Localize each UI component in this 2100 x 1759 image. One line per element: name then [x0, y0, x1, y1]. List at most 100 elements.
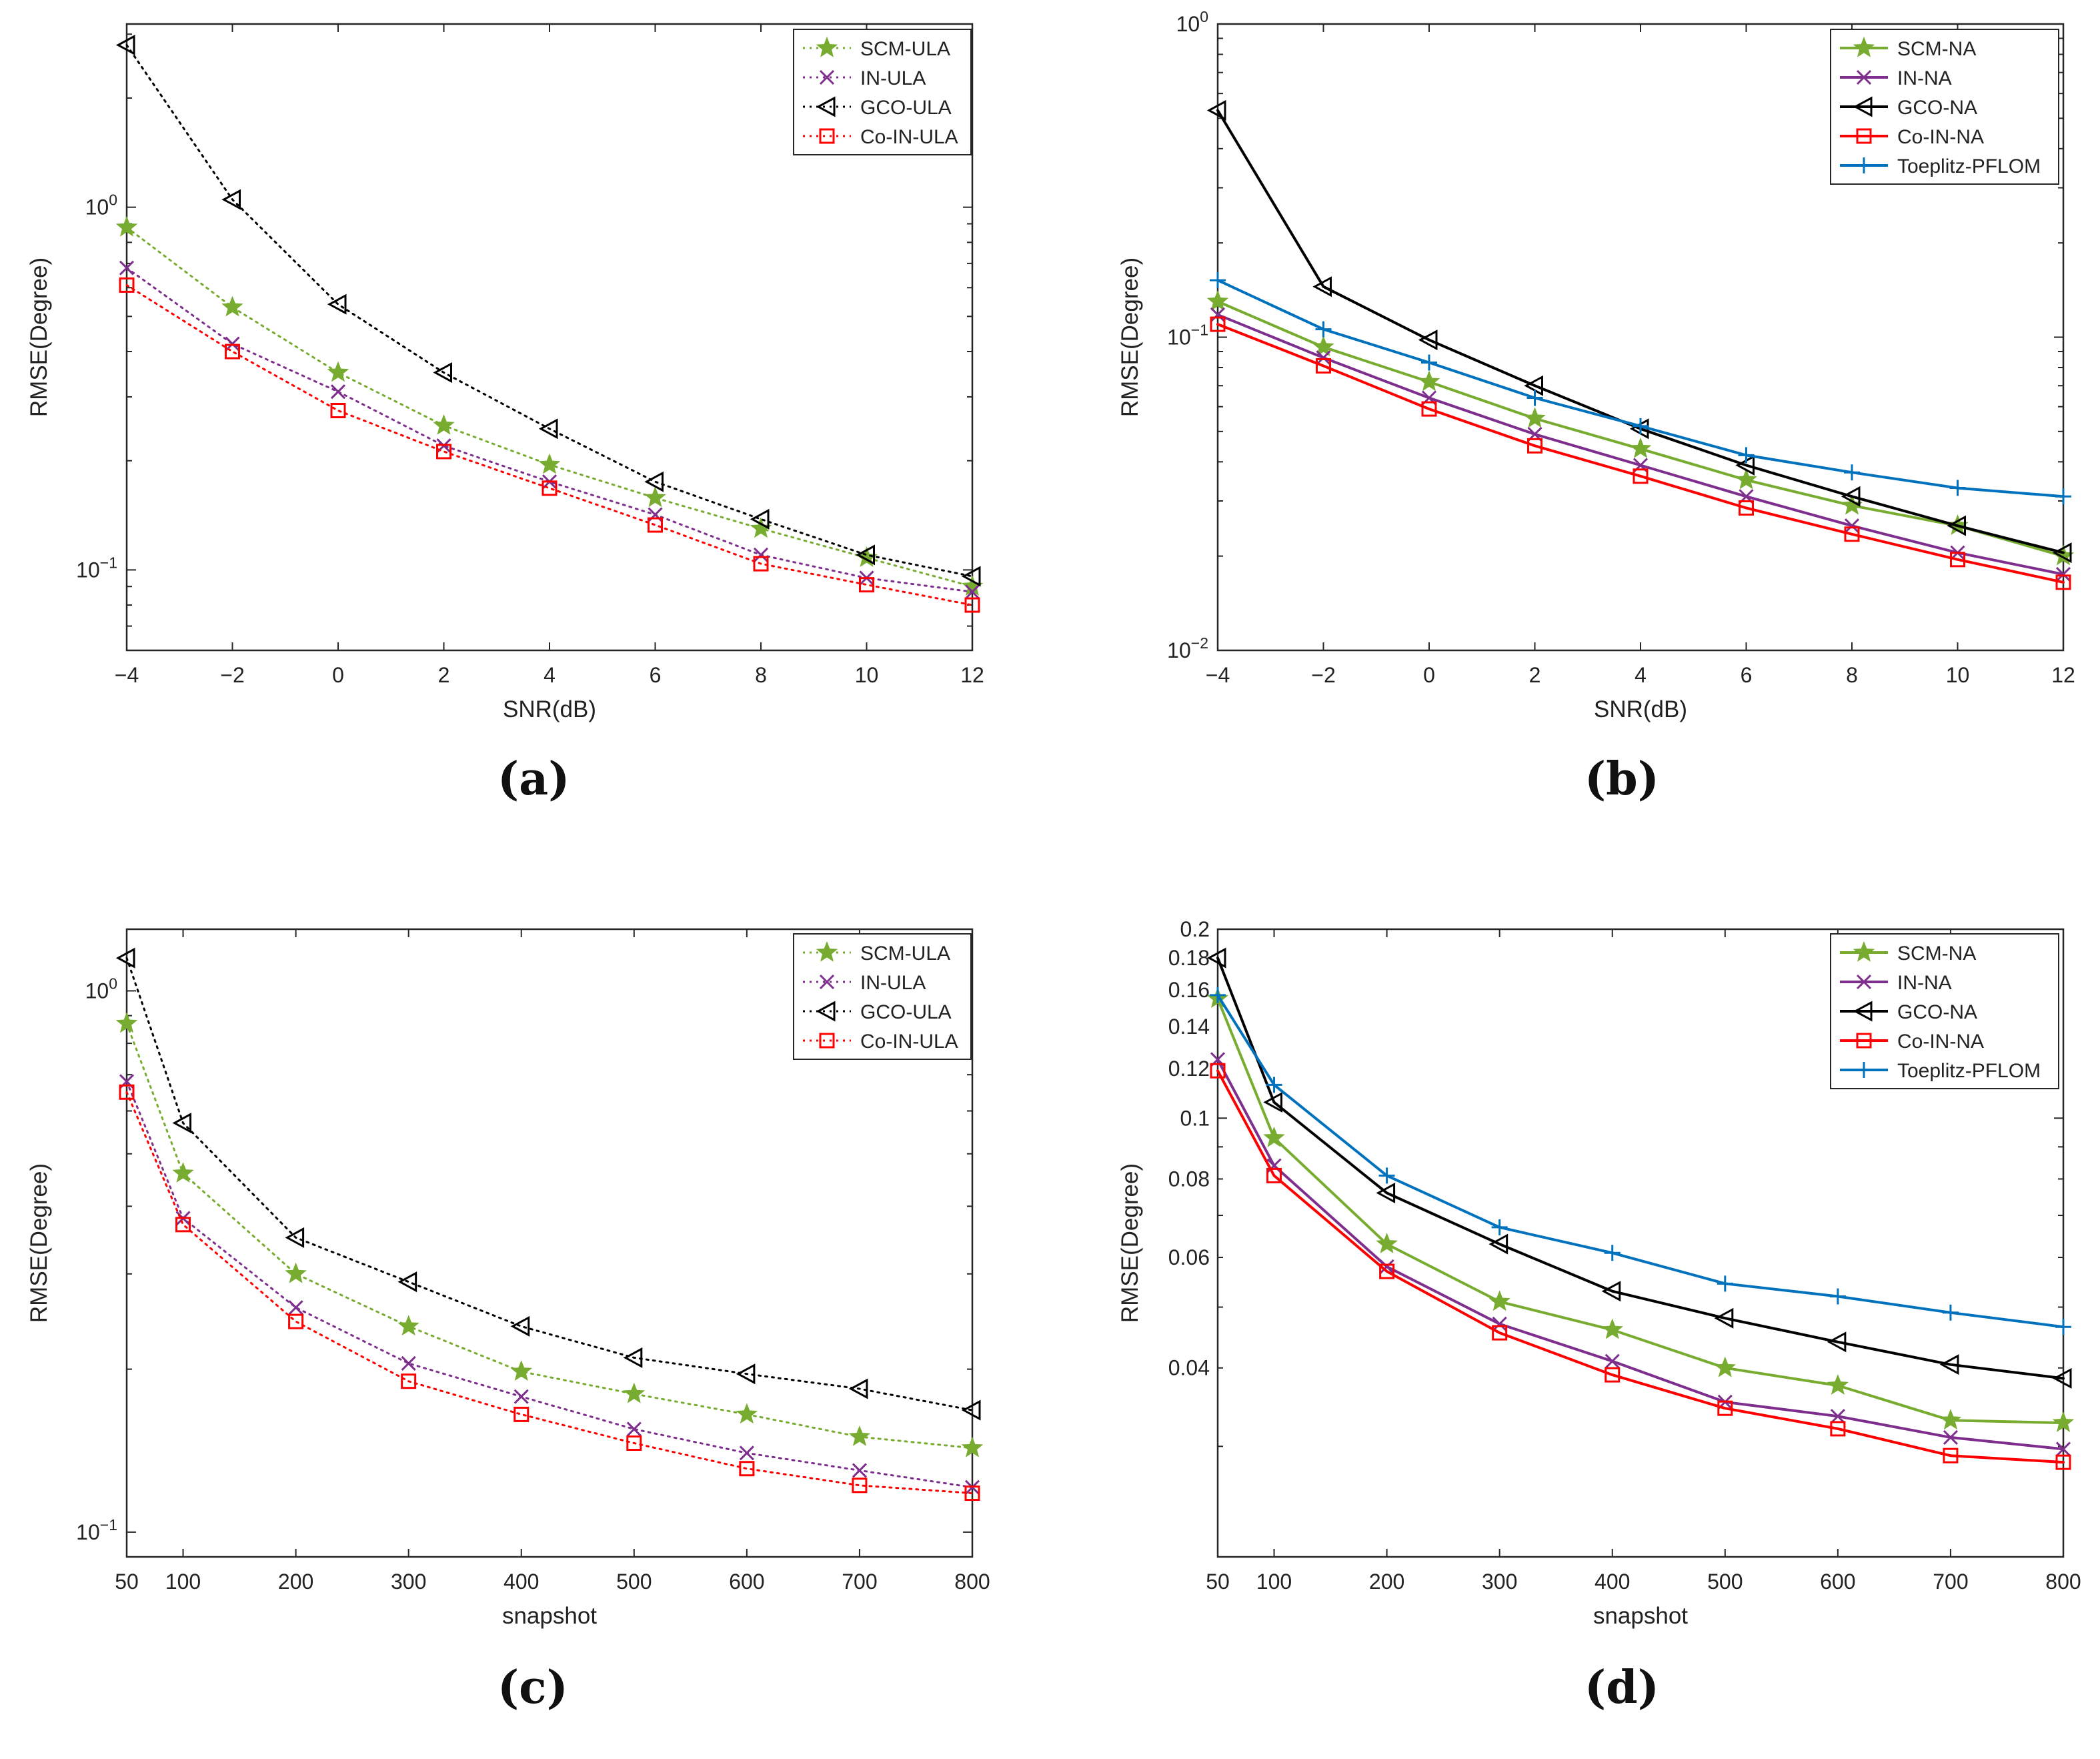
data-point	[221, 296, 243, 317]
series-line	[1216, 1058, 2065, 1451]
data-point	[1601, 1318, 1623, 1339]
series-co-in-na	[1210, 1063, 2071, 1470]
series-gco-ula	[115, 947, 981, 1421]
data-point	[736, 1363, 756, 1385]
series-line	[125, 283, 974, 606]
series-gco-ula	[115, 35, 981, 587]
data-point	[852, 1463, 867, 1478]
x-tick-label: 400	[1595, 1570, 1630, 1594]
data-point	[964, 1486, 980, 1502]
data-point	[1830, 1421, 1846, 1437]
data-point	[2055, 1319, 2071, 1335]
series-line	[125, 1080, 974, 1489]
data-point	[964, 597, 980, 613]
series-line	[1216, 1069, 2065, 1464]
data-point	[175, 1217, 191, 1233]
data-point	[1633, 418, 1649, 434]
legend-label: Toeplitz-PFLOM	[1897, 1060, 2041, 1082]
legend: SCM-NA IN-NA GCO-NA Co-IN-NA Toeplitz-PFLOM	[1830, 29, 2059, 185]
data-point	[1492, 1316, 1507, 1331]
x-tick-label: 6	[650, 663, 662, 687]
data-point	[1421, 401, 1437, 417]
data-point	[1714, 1356, 1737, 1377]
legend-marker	[1856, 974, 1872, 990]
data-point	[1943, 1429, 1958, 1445]
legend-marker	[1853, 941, 1875, 962]
data-point	[538, 453, 561, 474]
series-scm-ula	[115, 215, 984, 596]
data-point	[401, 1355, 416, 1371]
data-point	[1491, 1219, 1508, 1235]
series-in-na	[1210, 1052, 2071, 1457]
x-tick-label: 50	[115, 1570, 139, 1594]
data-point	[644, 471, 664, 492]
data-point	[1604, 1245, 1621, 1261]
x-tick-label: 100	[165, 1570, 201, 1594]
data-point	[1717, 1400, 1733, 1416]
data-point	[1844, 518, 1860, 534]
legend-marker	[816, 1001, 836, 1022]
data-point	[626, 1435, 642, 1451]
data-point	[848, 1378, 868, 1399]
y-axis-label: RMSE(Degree)	[1117, 257, 1143, 417]
data-point	[1210, 316, 1226, 332]
series-line	[125, 957, 974, 1411]
x-axis-label: SNR(dB)	[503, 696, 596, 722]
data-point	[2052, 542, 2072, 564]
data-point	[1939, 1409, 1962, 1430]
data-point	[510, 1315, 530, 1337]
x-tick-label: 50	[1206, 1570, 1230, 1594]
data-point	[288, 1300, 303, 1315]
y-tick-label: 100	[85, 191, 117, 219]
y-tick-label: 100	[1176, 8, 1208, 36]
legend-marker	[816, 36, 838, 57]
data-point	[1210, 307, 1226, 322]
data-point	[1210, 272, 1226, 289]
x-tick-label: 2	[1529, 663, 1541, 687]
legend-label: IN-ULA	[860, 67, 926, 89]
data-point	[1830, 1409, 1845, 1424]
legend-marker	[1856, 157, 1872, 173]
data-point	[1315, 321, 1332, 338]
data-point	[1939, 1354, 1959, 1375]
y-axis-label: RMSE(Degree)	[1117, 1163, 1143, 1323]
data-point	[1829, 1288, 1846, 1305]
data-point	[327, 294, 347, 315]
series-co-in-ula	[119, 1084, 980, 1502]
y-tick-label: 0.1	[1180, 1106, 1210, 1130]
data-point	[1379, 1259, 1394, 1274]
series-co-in-na	[1210, 316, 2071, 590]
series-toeplitz-pflom	[1210, 272, 2071, 505]
data-point	[961, 566, 981, 587]
data-point	[1844, 526, 1860, 542]
data-point	[2055, 1441, 2071, 1457]
y-tick-label: 10−1	[76, 1516, 117, 1544]
data-point	[1379, 1263, 1395, 1279]
data-point	[2052, 1411, 2075, 1432]
x-tick-label: 8	[1846, 663, 1858, 687]
x-tick-label: 12	[960, 663, 984, 687]
legend-label: SCM-ULA	[860, 38, 950, 60]
series-line	[125, 226, 974, 588]
data-point	[2055, 566, 2071, 582]
legend-marker	[819, 974, 835, 990]
series-in-ula	[119, 260, 980, 600]
data-point	[736, 1403, 758, 1424]
series-line	[125, 1023, 974, 1449]
legend-marker	[1856, 69, 1872, 85]
data-point	[285, 1262, 307, 1283]
y-tick-label: 10−1	[1167, 322, 1208, 350]
series-scm-na	[1206, 289, 2075, 566]
legend-label: IN-NA	[1897, 972, 1952, 994]
chart-panel-d: 50 100 200 300 400 500 600 700 800 0.04 0.06 0.08 0.…	[1117, 917, 2081, 1629]
series-line	[1216, 323, 2065, 584]
data-point	[1266, 1167, 1282, 1183]
legend-label: IN-NA	[1897, 67, 1952, 89]
y-tick-label: 0.18	[1168, 946, 1210, 970]
x-tick-label: −2	[220, 663, 244, 687]
legend-marker	[819, 128, 835, 144]
x-tick-label: 600	[1820, 1570, 1855, 1594]
data-point	[542, 480, 558, 496]
data-point	[119, 1084, 135, 1100]
